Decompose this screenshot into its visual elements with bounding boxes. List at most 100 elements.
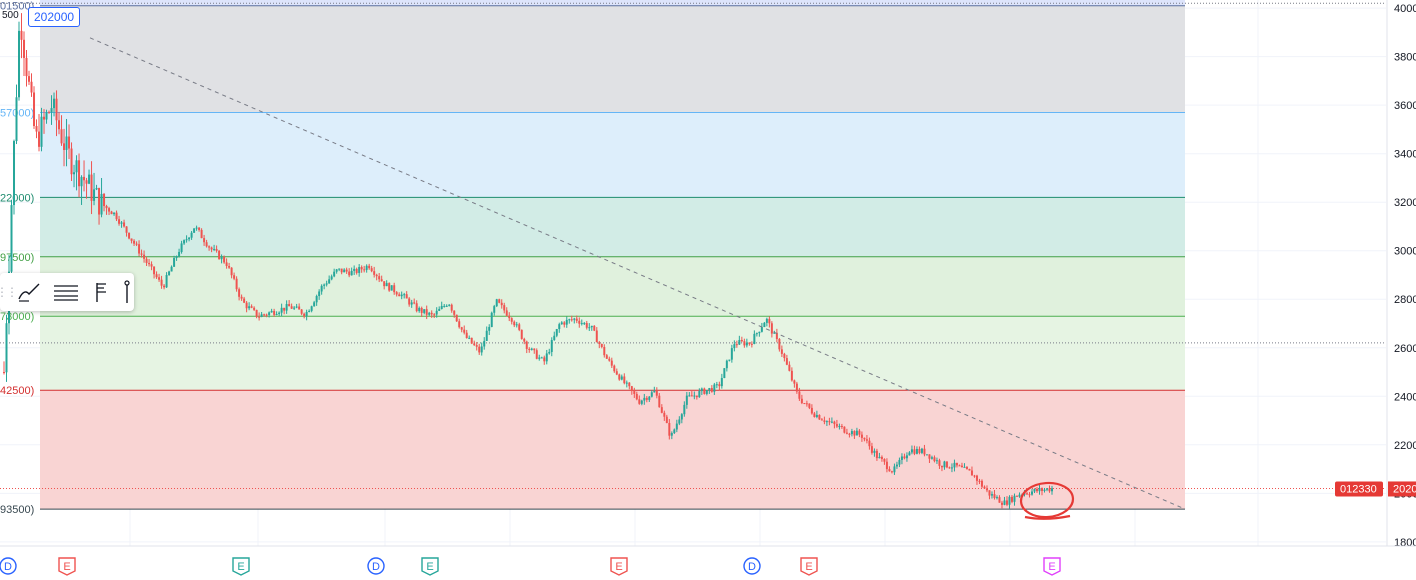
candle-body bbox=[128, 232, 131, 239]
candle-body bbox=[723, 368, 726, 379]
candle-body bbox=[590, 325, 593, 328]
price-axis-tick: 2200 bbox=[1394, 440, 1416, 452]
candle-body bbox=[240, 296, 243, 299]
line-settings-icon bbox=[54, 285, 78, 301]
drawing-toolbar[interactable]: ⋮⋮ bbox=[0, 273, 134, 311]
candle-body bbox=[290, 306, 293, 309]
candle-body bbox=[200, 229, 203, 239]
candle-body bbox=[403, 294, 406, 296]
candle-body bbox=[868, 440, 871, 447]
fib-zone bbox=[40, 197, 1185, 257]
candle-body bbox=[828, 421, 831, 423]
candle-body bbox=[453, 310, 456, 315]
candle-body bbox=[503, 305, 506, 311]
candle-body bbox=[938, 460, 941, 466]
candle-body bbox=[835, 424, 838, 427]
trendline[interactable] bbox=[89, 37, 1186, 510]
candle-body bbox=[1051, 488, 1053, 492]
candle-body bbox=[690, 395, 693, 397]
earnings-marker[interactable] bbox=[1043, 557, 1061, 576]
candle-body bbox=[415, 303, 418, 312]
dividend-marker[interactable] bbox=[367, 557, 385, 575]
candle-body bbox=[643, 397, 646, 401]
highlight-circle[interactable] bbox=[1019, 481, 1075, 519]
candle-body bbox=[563, 322, 566, 325]
candle-body bbox=[13, 141, 16, 206]
candle-body bbox=[108, 208, 111, 212]
candle-body bbox=[603, 346, 606, 356]
price-axis-tick: 1800 bbox=[1394, 537, 1416, 549]
candle-body bbox=[430, 312, 433, 315]
price-axis-tick: 2800 bbox=[1394, 294, 1416, 306]
flag-button[interactable] bbox=[84, 273, 120, 311]
candle-body bbox=[265, 314, 268, 316]
candle-body bbox=[80, 176, 83, 187]
candle-body bbox=[705, 390, 708, 394]
candle-body bbox=[68, 136, 71, 149]
earnings-marker[interactable] bbox=[232, 557, 250, 576]
candle-body bbox=[558, 324, 561, 330]
candle-body bbox=[595, 330, 598, 343]
candle-body bbox=[720, 378, 723, 387]
candle-body bbox=[953, 462, 956, 468]
line-settings-button[interactable] bbox=[48, 273, 84, 311]
candle-body bbox=[58, 120, 61, 130]
candle-body bbox=[123, 222, 126, 227]
candle-body bbox=[388, 283, 391, 291]
candle-body bbox=[848, 433, 851, 435]
candle-body bbox=[770, 323, 773, 334]
candle-body bbox=[578, 320, 581, 324]
candle-body bbox=[568, 319, 571, 321]
candle-body bbox=[663, 412, 666, 417]
candle-body bbox=[140, 253, 143, 255]
candle-body bbox=[860, 434, 863, 438]
candle-body bbox=[915, 448, 918, 454]
price-axis-tick: 2600 bbox=[1394, 343, 1416, 355]
candle-body bbox=[300, 309, 303, 314]
candle-body bbox=[1030, 491, 1033, 495]
candle-body bbox=[853, 431, 856, 436]
dividend-marker[interactable] bbox=[0, 557, 17, 575]
earnings-marker[interactable] bbox=[800, 557, 818, 576]
candle-body bbox=[293, 307, 296, 309]
candle-body bbox=[213, 248, 216, 250]
candle-body bbox=[645, 397, 648, 400]
candle-body bbox=[780, 349, 783, 354]
candle-body bbox=[298, 306, 301, 310]
candle-body bbox=[1008, 496, 1011, 505]
candle-body bbox=[305, 311, 308, 317]
candle-body bbox=[148, 262, 151, 265]
candle-body bbox=[223, 256, 226, 263]
candle-body bbox=[1025, 493, 1028, 495]
candle-body bbox=[935, 460, 938, 462]
candle-body bbox=[60, 129, 63, 144]
event-marker-letter: E bbox=[63, 561, 70, 573]
candle-body bbox=[910, 449, 913, 453]
earnings-marker[interactable] bbox=[421, 557, 439, 576]
candle-body bbox=[518, 324, 521, 330]
candle-body bbox=[50, 108, 53, 113]
candle-body bbox=[1010, 496, 1013, 502]
candle-body bbox=[358, 267, 361, 273]
dividend-marker[interactable] bbox=[743, 557, 761, 575]
candle-body bbox=[743, 341, 746, 346]
candle-body bbox=[425, 309, 428, 315]
candle-body bbox=[1000, 502, 1003, 505]
candle-body bbox=[640, 400, 643, 404]
drag-grip-icon[interactable]: ⋮⋮ bbox=[0, 285, 18, 299]
candle-body bbox=[963, 466, 966, 468]
anchor-button[interactable] bbox=[120, 273, 134, 311]
candle-body bbox=[130, 238, 133, 241]
candle-body bbox=[93, 189, 96, 201]
candle-body bbox=[693, 395, 696, 397]
brush-style-button[interactable] bbox=[12, 273, 48, 311]
candle-body bbox=[188, 237, 191, 240]
candle-body bbox=[310, 306, 313, 311]
earnings-marker[interactable] bbox=[610, 557, 628, 576]
earnings-marker[interactable] bbox=[58, 557, 76, 576]
candle-body bbox=[858, 430, 861, 435]
candle-body bbox=[588, 327, 591, 329]
candle-body bbox=[763, 322, 766, 328]
candle-body bbox=[353, 268, 356, 271]
